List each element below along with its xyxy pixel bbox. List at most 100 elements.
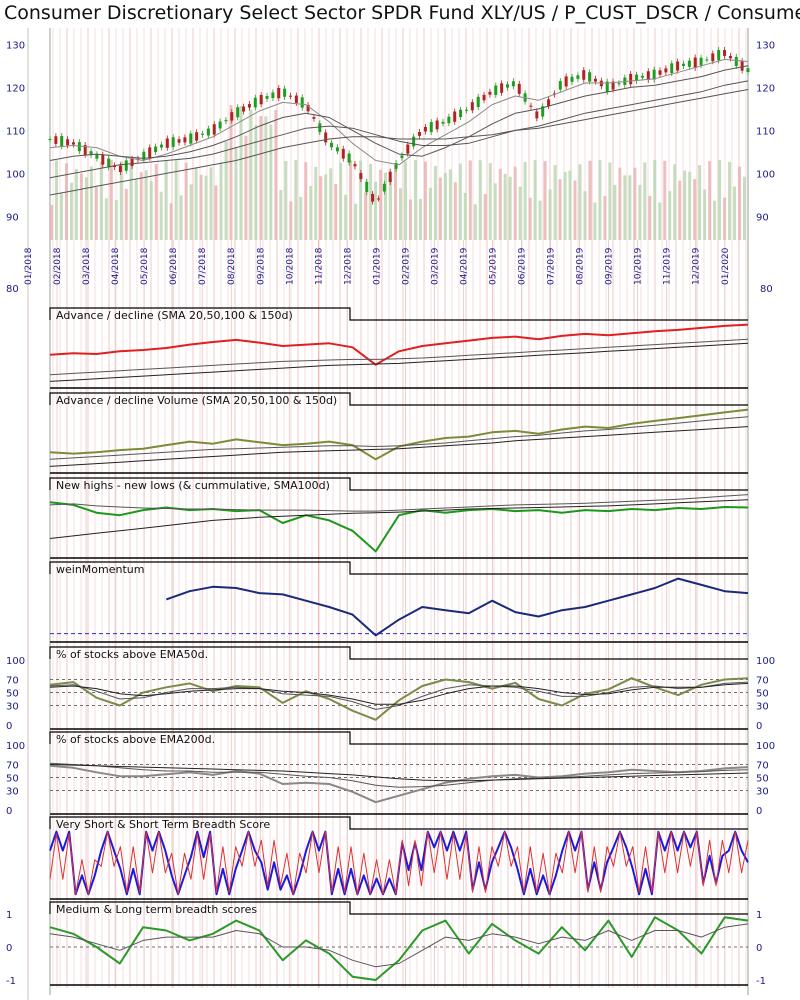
volume-bar [50, 205, 53, 240]
candle [740, 60, 744, 71]
volume-bar [648, 195, 652, 240]
candle [723, 50, 727, 56]
candle [183, 137, 187, 143]
candle [359, 173, 363, 180]
candle [470, 102, 474, 111]
candle [435, 120, 439, 130]
date-tick-label: 04/2018 [111, 247, 121, 285]
series-line-sma [49, 65, 749, 161]
candle [459, 109, 463, 118]
panel-nhnl: New highs - new lows (& cummulative, SMA… [49, 477, 749, 559]
candle [728, 55, 732, 59]
candle [89, 151, 93, 156]
volume-bar [608, 162, 612, 240]
series-line-sma [49, 764, 749, 782]
volume-bar [69, 182, 73, 240]
candle [705, 59, 709, 61]
volume-bar [578, 164, 582, 240]
panel-price: 130 130 120 120 110 110 100 100 90 90 80 80 [6, 40, 775, 295]
volume-bar [389, 178, 393, 240]
volume-bar [513, 166, 517, 240]
candle [670, 63, 674, 74]
panel-label-frame [49, 392, 748, 406]
date-tick-label: 01/2018 [24, 247, 34, 285]
volume-bar [628, 175, 632, 240]
candle [54, 136, 58, 144]
volume-bar [384, 172, 388, 240]
candle [318, 123, 322, 133]
candle [212, 124, 216, 135]
candle [593, 78, 597, 82]
volume-bar [264, 116, 268, 240]
volume-bar [154, 164, 158, 240]
volume-bar [329, 168, 333, 240]
volume-bar [743, 176, 747, 240]
y-tick-label-left: 0 [6, 721, 12, 732]
y-tick-label-left: 100 [6, 741, 25, 752]
date-tick-label: 12/2018 [343, 247, 353, 285]
candle [570, 76, 574, 82]
candle [406, 144, 410, 154]
volume-bar [468, 160, 472, 240]
candle [130, 158, 134, 166]
panel-label: Very Short & Short Term Breadth Score [56, 818, 270, 831]
volume-bar [129, 165, 133, 240]
volume-bar [94, 187, 98, 240]
volume-bar [568, 170, 572, 240]
volume-bar [269, 124, 273, 240]
candle [288, 95, 292, 97]
date-tick-label: 01/2020 [721, 247, 731, 285]
y-tick-label-left: 30 [6, 702, 19, 713]
volume-bar [174, 160, 178, 240]
candle [247, 104, 251, 108]
volume-bar [339, 162, 343, 240]
candle [717, 50, 721, 61]
candle [687, 60, 691, 67]
y-tick-label-left: 50 [6, 689, 19, 700]
candle [118, 165, 122, 173]
volume-bar [673, 164, 677, 240]
y-tick-label-left: 70 [6, 676, 19, 687]
candle [676, 61, 680, 71]
candle [259, 94, 263, 105]
volume-bar [314, 166, 318, 240]
volume-bar [99, 161, 103, 240]
volume-bar [274, 109, 278, 241]
panel-wein: weinMomentum [49, 561, 749, 643]
volume-bar [613, 184, 617, 240]
y-tick-label-left: 100 [6, 656, 25, 667]
y-tick-label-left: 110 [6, 126, 25, 137]
candle [236, 107, 240, 118]
volume-bar [693, 179, 697, 240]
candle [165, 138, 169, 148]
y-tick-label-left: 100 [6, 169, 25, 180]
date-tick-label: 01/2019 [372, 247, 382, 285]
date-tick-label: 06/2018 [169, 247, 179, 285]
candle [447, 116, 451, 124]
candle [640, 75, 644, 78]
y-tick-label-right: 0 [756, 806, 762, 817]
candle [464, 109, 468, 111]
volume-bar [229, 105, 233, 240]
volume-bar [259, 115, 263, 240]
candle [306, 104, 310, 112]
candle [664, 68, 668, 73]
panel-label-frame [49, 561, 748, 575]
volume-bar [164, 160, 168, 240]
panel-ema200: % of stocks above EMA200d. 100 100 70 70 50 50… [6, 731, 775, 817]
volume-bar [713, 200, 717, 240]
date-tick-label: 07/2018 [198, 247, 208, 285]
candle [294, 95, 298, 103]
volume-bar [738, 166, 742, 240]
y-tick-label-left: 50 [6, 774, 19, 785]
panel-label-frame [49, 731, 748, 745]
panel-label: New highs - new lows (& cummulative, SMA… [56, 479, 330, 492]
candle [201, 133, 205, 135]
volume-bar [64, 163, 68, 240]
candle [511, 81, 515, 87]
volume-bar [573, 180, 577, 240]
candle [629, 73, 633, 85]
volume-bar [688, 171, 692, 240]
volume-bar [59, 193, 63, 240]
volume-bar [558, 179, 562, 240]
